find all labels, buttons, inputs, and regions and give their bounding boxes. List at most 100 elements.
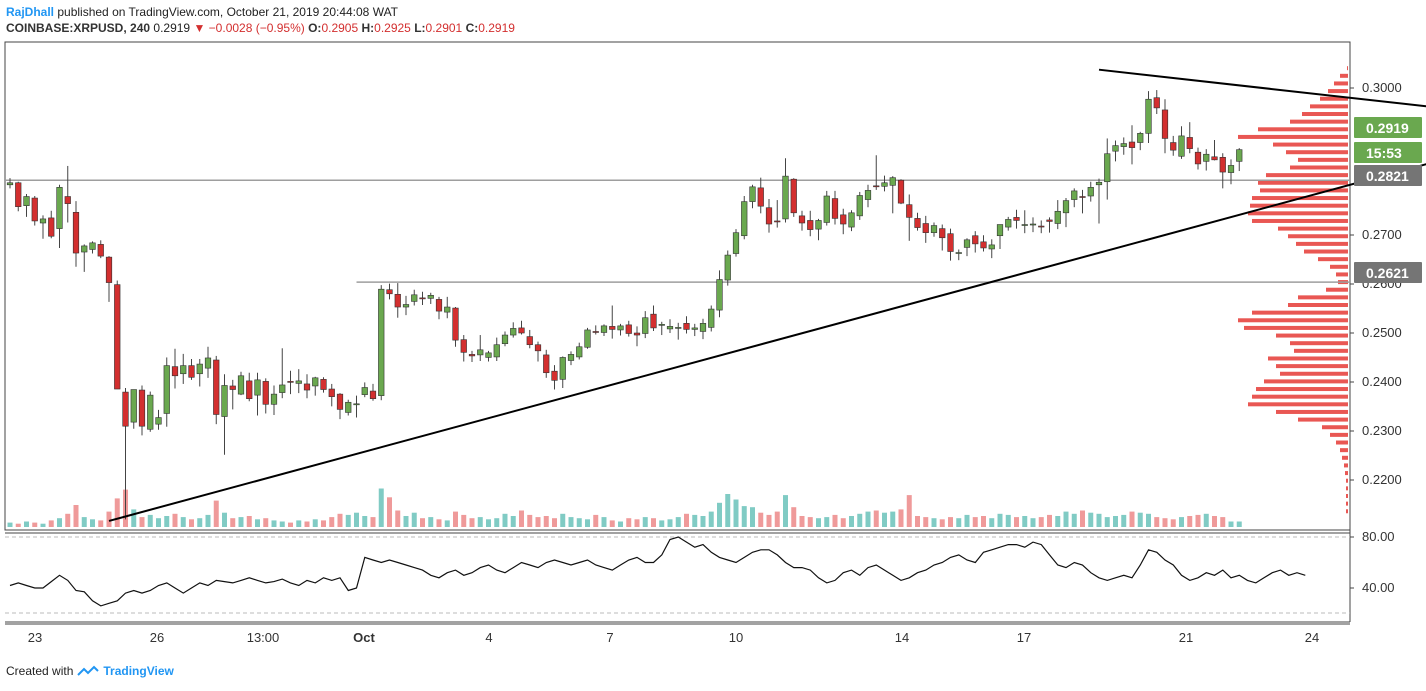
badge-label: 0.2821 xyxy=(1366,168,1409,184)
tradingview-brand[interactable]: TradingView xyxy=(103,664,174,678)
volume-bar xyxy=(849,516,854,527)
candle xyxy=(1062,198,1070,228)
publish-line: RajDhall published on TradingView.com, O… xyxy=(6,4,1006,20)
volume-bar xyxy=(964,514,970,527)
volume-bar xyxy=(329,517,335,527)
volume-bar xyxy=(700,516,706,527)
candle-body xyxy=(922,223,929,233)
candle xyxy=(955,249,962,261)
volume-bar xyxy=(411,512,417,527)
candle xyxy=(559,356,566,389)
high-value: 0.2925 xyxy=(374,21,411,35)
candle xyxy=(56,184,63,248)
candle-body xyxy=(584,329,591,348)
rsi-axis-label: 80.00 xyxy=(1362,529,1395,544)
candle-body xyxy=(105,256,113,283)
volume-profile-bar xyxy=(1340,73,1348,78)
candle xyxy=(411,289,418,306)
volume-bar xyxy=(824,517,830,527)
volume-profile-bar xyxy=(1326,287,1348,292)
candle-body xyxy=(1062,200,1070,214)
volume-bar xyxy=(24,521,29,527)
candle-body xyxy=(699,323,707,332)
volume-bar xyxy=(436,519,442,527)
candle-body xyxy=(1104,153,1111,183)
candle-body xyxy=(477,349,484,356)
volume-profile-bar xyxy=(1346,509,1348,514)
volume-bar xyxy=(238,517,244,527)
candle xyxy=(72,201,80,267)
candle xyxy=(939,224,946,251)
volume-bar xyxy=(981,516,986,527)
volume-bar xyxy=(791,507,797,527)
volume-bar xyxy=(1154,517,1160,527)
volume-bar xyxy=(906,495,912,527)
volume-bar xyxy=(873,510,879,527)
volume-profile-bar xyxy=(1288,303,1348,307)
volume-bar xyxy=(65,513,71,527)
volume-bar xyxy=(585,519,590,527)
volume-bar xyxy=(865,511,871,527)
candle-body xyxy=(510,328,517,336)
candle xyxy=(427,292,434,304)
volume-profile-bar xyxy=(1258,180,1348,185)
candle-body xyxy=(526,336,533,346)
volume-bar xyxy=(915,516,920,527)
volume-bar xyxy=(502,513,508,527)
volume-bar xyxy=(816,518,821,527)
volume-bar xyxy=(98,520,104,527)
volume-profile-bar xyxy=(1252,218,1348,223)
chart-header: RajDhall published on TradingView.com, O… xyxy=(6,4,1006,40)
volume-bar xyxy=(799,516,805,527)
high-label: H: xyxy=(361,21,375,35)
candle-body xyxy=(1219,156,1226,173)
volume-bar xyxy=(263,518,269,527)
candle-body xyxy=(1170,142,1177,151)
author-name[interactable]: RajDhall xyxy=(6,5,55,19)
candle-body xyxy=(468,354,476,357)
candle xyxy=(897,179,905,205)
volume-bar xyxy=(840,518,846,527)
volume-profile-bar xyxy=(1252,394,1348,399)
candle xyxy=(444,296,451,319)
symbol-label: COINBASE:XRPUSD, 240 xyxy=(6,21,151,35)
candle xyxy=(666,319,674,334)
time-axis-label: 23 xyxy=(28,630,42,645)
volume-profile-bar xyxy=(1298,295,1348,300)
volume-bar xyxy=(1187,516,1193,527)
price-axis-label: 0.3000 xyxy=(1362,80,1402,95)
time-axis-label: 7 xyxy=(606,630,613,645)
volume-profile-bar xyxy=(1298,417,1348,422)
candle-body xyxy=(1186,137,1193,149)
volume-bar xyxy=(1005,514,1011,527)
volume-profile-bar xyxy=(1238,318,1348,323)
candle-body xyxy=(658,324,665,326)
candle xyxy=(295,369,302,394)
candle-body xyxy=(617,325,624,331)
candle xyxy=(287,370,294,395)
candle-body xyxy=(1145,98,1152,134)
badge-label: 0.2919 xyxy=(1366,120,1409,136)
candle-body xyxy=(897,179,905,204)
volume-profile-bar xyxy=(1318,257,1348,262)
candle-body xyxy=(914,218,921,228)
last-price: 0.2919 xyxy=(153,21,191,35)
down-arrow-icon: ▼ xyxy=(193,21,206,35)
volume-bar xyxy=(271,520,277,527)
candle-body xyxy=(485,352,492,358)
candle-body xyxy=(807,220,814,230)
open-value: 0.2905 xyxy=(321,21,359,35)
candle xyxy=(493,337,500,362)
candle xyxy=(213,355,220,425)
candle-body xyxy=(1029,223,1037,226)
candle-body xyxy=(864,190,872,200)
candle xyxy=(312,376,319,396)
volume-bar xyxy=(1088,512,1094,527)
candle xyxy=(1054,200,1061,230)
volume-profile-bar xyxy=(1304,249,1348,254)
candle-body xyxy=(427,295,434,299)
candle xyxy=(419,291,426,305)
candle xyxy=(1227,159,1235,185)
candle xyxy=(947,228,954,261)
